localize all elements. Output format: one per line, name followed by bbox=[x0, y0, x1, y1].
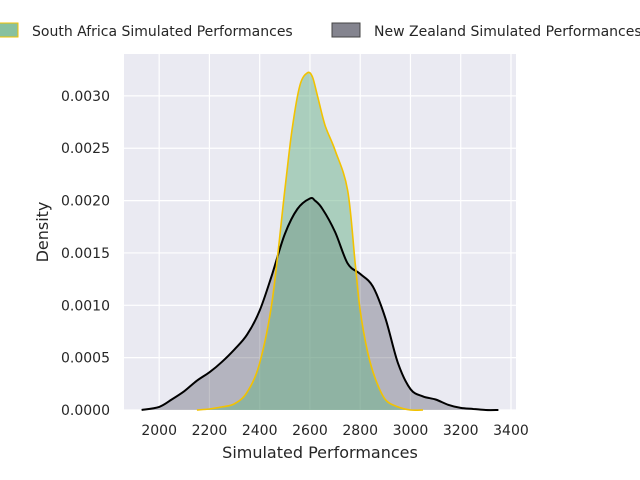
legend-swatch bbox=[331, 22, 361, 38]
y-axis-label: Density bbox=[33, 202, 52, 263]
x-tick-label: 3400 bbox=[493, 423, 529, 439]
x-tick-label: 2600 bbox=[292, 423, 328, 439]
x-tick-label: 2800 bbox=[342, 423, 378, 439]
legend: South Africa Simulated Performances New Z… bbox=[0, 22, 640, 40]
series-2-area bbox=[196, 72, 423, 411]
y-tick-label: 0.0015 bbox=[61, 246, 110, 262]
legend-label: New Zealand Simulated Performances bbox=[374, 24, 640, 40]
density-areas bbox=[141, 72, 499, 411]
y-tick-label: 0.0010 bbox=[61, 298, 110, 314]
y-tick-label: 0.0005 bbox=[61, 351, 110, 367]
y-tick-label: 0.0000 bbox=[61, 403, 110, 419]
x-tick-label: 2200 bbox=[192, 423, 228, 439]
x-axis-ticks: 2000 2200 2400 2600 2800 3000 3200 3400 bbox=[141, 423, 528, 439]
legend-label: South Africa Simulated Performances bbox=[32, 24, 293, 40]
x-tick-label: 3200 bbox=[443, 423, 479, 439]
x-axis-label: Simulated Performances bbox=[222, 443, 418, 462]
x-tick-label: 3000 bbox=[393, 423, 429, 439]
density-lines bbox=[141, 71, 499, 412]
y-tick-label: 0.0020 bbox=[61, 194, 110, 210]
series-1-line bbox=[141, 196, 499, 412]
series-2-line bbox=[196, 71, 424, 412]
y-tick-label: 0.0030 bbox=[61, 89, 110, 105]
y-axis-ticks: 0.0000 0.0005 0.0010 0.0015 0.0020 0.0025 0.00… bbox=[61, 89, 110, 419]
y-tick-label: 0.0025 bbox=[61, 141, 110, 157]
x-tick-label: 2400 bbox=[242, 423, 278, 439]
x-tick-label: 2000 bbox=[141, 423, 177, 439]
legend-swatch bbox=[0, 22, 19, 38]
